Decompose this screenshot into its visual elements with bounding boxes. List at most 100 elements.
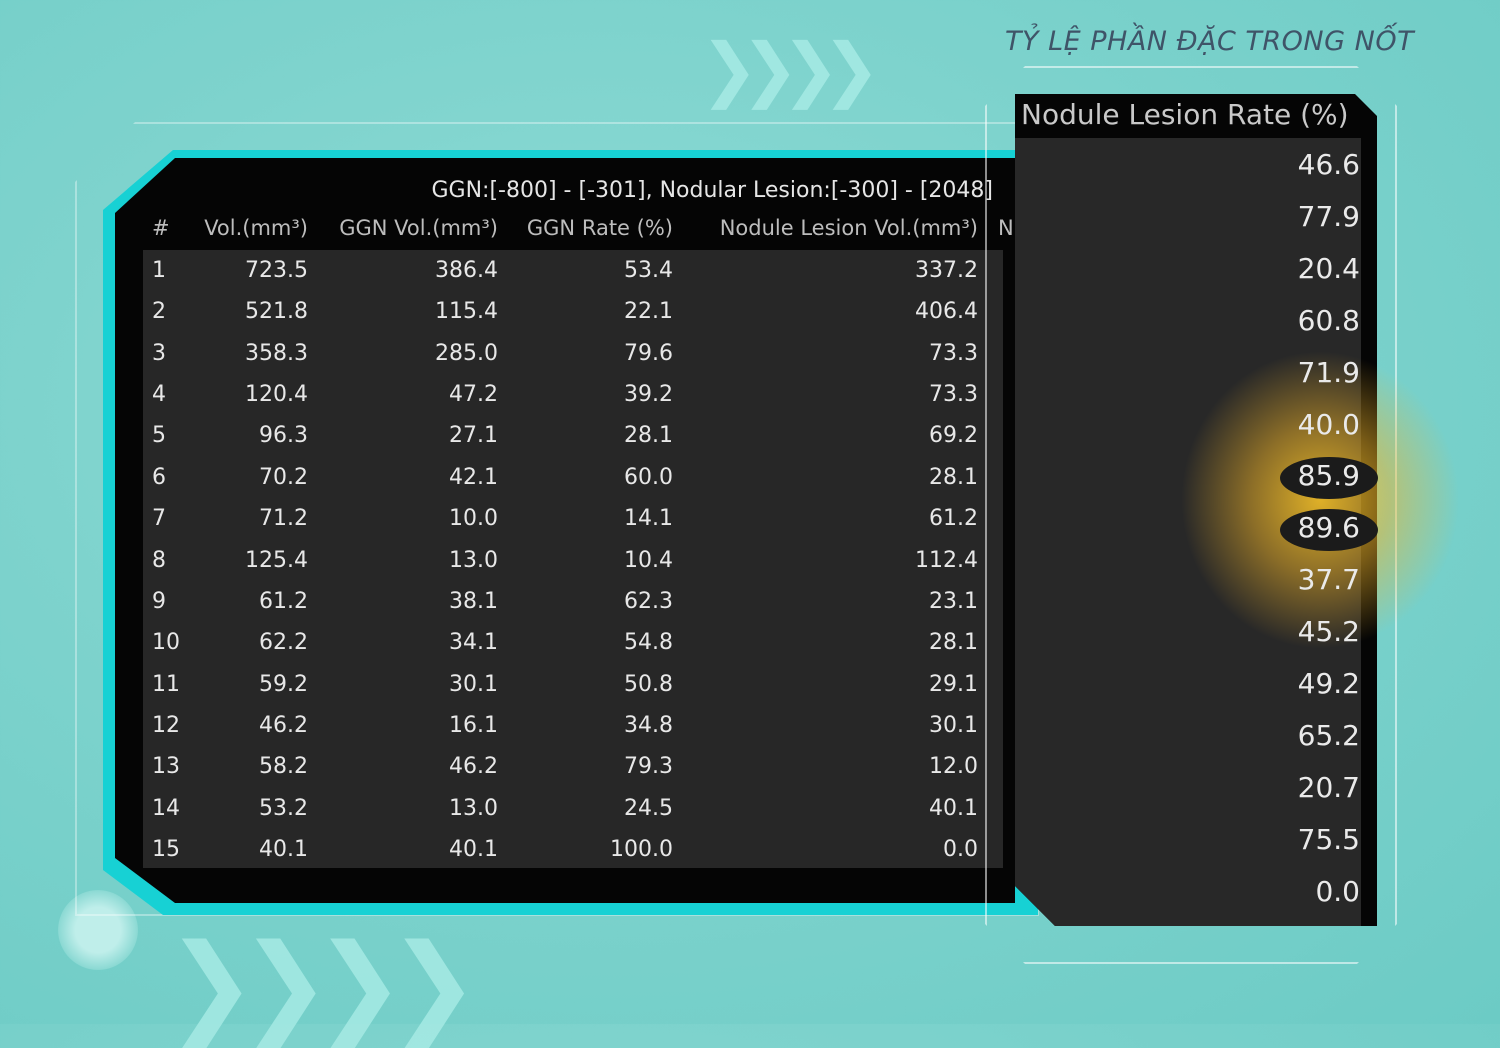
table-cell: 100.0 xyxy=(610,837,673,863)
table-cell: 4 xyxy=(152,382,166,408)
measurement-table-panel: GGN:[-800] - [-301], Nodular Lesion:[-30… xyxy=(115,158,1015,903)
highlight-oval xyxy=(1280,509,1378,551)
table-cell: 9 xyxy=(152,588,166,614)
table-cell: 30.1 xyxy=(449,671,498,697)
table-cell: 521.8 xyxy=(245,299,308,325)
table-cell: 61.2 xyxy=(929,506,978,532)
table-cell: 8 xyxy=(152,547,166,573)
table-cell: 79.3 xyxy=(624,754,673,780)
table-cell: 53.4 xyxy=(624,258,673,283)
table-cell: 24.5 xyxy=(624,795,673,821)
table-cell: 28.1 xyxy=(624,423,673,449)
table-cell: 54.8 xyxy=(624,630,673,656)
table-cell: 40.1 xyxy=(449,837,498,863)
table-cell: 337.2 xyxy=(915,258,978,283)
table-cell: 34.8 xyxy=(624,712,673,738)
table-cell: 73.3 xyxy=(929,382,978,408)
table-cell: 79.6 xyxy=(624,340,673,366)
column-header[interactable]: GGN Vol.(mm³) xyxy=(339,216,498,240)
table-cell: 120.4 xyxy=(245,382,308,408)
table-cell: 285.0 xyxy=(435,340,498,366)
table-cell: 14 xyxy=(152,795,180,821)
table-cell: 723.5 xyxy=(245,258,308,283)
rate-value: 71.9 xyxy=(1297,355,1360,389)
table-title: GGN:[-800] - [-301], Nodular Lesion:[-30… xyxy=(431,178,994,203)
column-header[interactable]: N xyxy=(998,216,1014,240)
rate-value: 75.5 xyxy=(1297,822,1360,856)
rate-value: 65.2 xyxy=(1297,718,1360,752)
rate-panel-title: Nodule Lesion Rate (%) xyxy=(1021,98,1349,131)
table-cell: 39.2 xyxy=(624,382,673,408)
highlight-oval xyxy=(1280,457,1378,499)
table-cell: 40.1 xyxy=(259,837,308,863)
table-cell: 28.1 xyxy=(929,464,978,490)
rate-value: 89.6 xyxy=(1297,511,1360,545)
rate-value: 60.8 xyxy=(1297,303,1360,337)
table-cell: 14.1 xyxy=(624,506,673,532)
table-cell: 1 xyxy=(152,258,166,283)
table-cell: 7 xyxy=(152,506,166,532)
section-heading: TỶ LỆ PHẦN ĐẶC TRONG NỐT xyxy=(1005,26,1415,57)
rate-value: 45.2 xyxy=(1297,615,1360,649)
table-body xyxy=(143,250,1003,868)
table-cell: 13.0 xyxy=(449,547,498,573)
table-cell: 28.1 xyxy=(929,630,978,656)
table-cell: 69.2 xyxy=(929,423,978,449)
table-cell: 29.1 xyxy=(929,671,978,697)
table-cell: 125.4 xyxy=(245,547,308,573)
column-header[interactable]: GGN Rate (%) xyxy=(526,216,673,240)
table-cell: 13.0 xyxy=(449,795,498,821)
table-cell: 12 xyxy=(152,712,180,738)
rate-value: 37.7 xyxy=(1297,563,1360,597)
table-cell: 13 xyxy=(152,754,180,780)
rate-value: 46.6 xyxy=(1297,148,1360,181)
rate-value: 49.2 xyxy=(1297,667,1360,700)
decor-chevrons-bottom: ❯❯❯❯ xyxy=(165,920,480,1048)
table-cell: 96.3 xyxy=(259,423,308,449)
table-cell: 10.0 xyxy=(449,506,498,532)
table-cell: 115.4 xyxy=(435,299,498,325)
table-cell: 62.3 xyxy=(624,588,673,614)
table-cell: 23.1 xyxy=(929,588,978,614)
column-header[interactable]: # xyxy=(152,216,170,240)
table-cell: 53.2 xyxy=(259,795,308,821)
table-cell: 60.0 xyxy=(624,464,673,490)
table-cell: 30.1 xyxy=(929,712,978,738)
table-cell: 22.1 xyxy=(624,299,673,325)
table-cell: 358.3 xyxy=(245,340,308,366)
table-cell: 112.4 xyxy=(915,547,978,573)
table-cell: 73.3 xyxy=(929,340,978,366)
column-header[interactable]: Nodule Lesion Vol.(mm³) xyxy=(719,216,978,240)
column-header[interactable]: Vol.(mm³) xyxy=(204,216,308,240)
table-cell: 6 xyxy=(152,464,166,490)
table-cell: 40.1 xyxy=(929,795,978,821)
table-cell: 3 xyxy=(152,340,166,366)
table-cell: 386.4 xyxy=(435,258,498,283)
table-cell: 10.4 xyxy=(624,547,673,573)
table-cell: 406.4 xyxy=(915,299,978,325)
table-cell: 46.2 xyxy=(259,712,308,738)
table-cell: 10 xyxy=(152,630,180,656)
table-cell: 5 xyxy=(152,423,166,449)
table-cell: 70.2 xyxy=(259,464,308,490)
table-cell: 59.2 xyxy=(259,671,308,697)
rate-value: 40.0 xyxy=(1297,407,1360,441)
table-cell: 27.1 xyxy=(449,423,498,449)
rate-value: 77.9 xyxy=(1297,199,1360,233)
table-cell: 0.0 xyxy=(943,837,978,863)
table-cell: 2 xyxy=(152,299,166,325)
table-cell: 12.0 xyxy=(929,754,978,780)
decor-circle xyxy=(58,890,138,970)
table-cell: 38.1 xyxy=(449,588,498,614)
table-cell: 71.2 xyxy=(259,506,308,532)
table-cell: 47.2 xyxy=(449,382,498,408)
table-cell: 34.1 xyxy=(449,630,498,656)
rate-value: 20.4 xyxy=(1297,251,1360,285)
decor-chevrons-top: ❯❯❯❯ xyxy=(700,28,881,110)
rate-value: 20.7 xyxy=(1297,770,1360,804)
table-cell: 15 xyxy=(152,837,180,863)
table-cell: 58.2 xyxy=(259,754,308,780)
rate-value: 85.9 xyxy=(1297,459,1360,493)
rate-value: 0.0 xyxy=(1315,874,1360,908)
table-cell: 62.2 xyxy=(259,630,308,656)
